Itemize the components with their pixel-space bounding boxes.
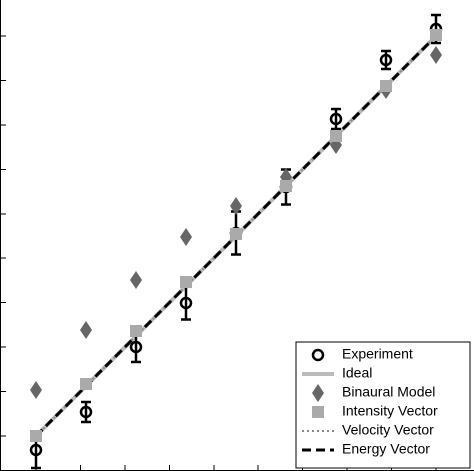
marker <box>130 325 142 337</box>
legend-label: Binaural Model <box>342 384 435 400</box>
marker <box>130 271 142 289</box>
marker <box>330 130 342 142</box>
marker <box>29 443 43 457</box>
marker <box>30 430 42 442</box>
marker <box>30 381 42 399</box>
error-bar <box>81 400 91 424</box>
marker <box>180 276 192 288</box>
marker <box>329 112 343 126</box>
marker <box>312 384 324 402</box>
marker <box>280 180 292 192</box>
legend-label: Ideal <box>342 365 372 381</box>
legend-label: Energy Vector <box>342 441 430 457</box>
marker <box>380 80 392 92</box>
legend-box <box>295 341 471 469</box>
marker <box>79 405 93 419</box>
error-bar <box>331 107 341 131</box>
marker <box>230 228 242 240</box>
marker <box>80 378 92 390</box>
line-dotted <box>35 35 437 437</box>
legend-label: Intensity Vector <box>342 403 438 419</box>
marker <box>430 46 442 64</box>
legend: Experiment Ideal Binaural Model Intensity V… <box>295 341 471 469</box>
marker <box>80 321 92 339</box>
marker <box>312 406 324 418</box>
marker <box>180 228 192 246</box>
legend-label: Velocity Vector <box>342 422 434 438</box>
marker <box>311 348 325 362</box>
legend-label: Experiment <box>342 346 413 362</box>
marker <box>129 340 143 354</box>
marker <box>379 53 393 67</box>
marker <box>179 296 193 310</box>
error-bar <box>381 49 391 71</box>
marker <box>430 29 442 41</box>
marker <box>230 197 242 215</box>
